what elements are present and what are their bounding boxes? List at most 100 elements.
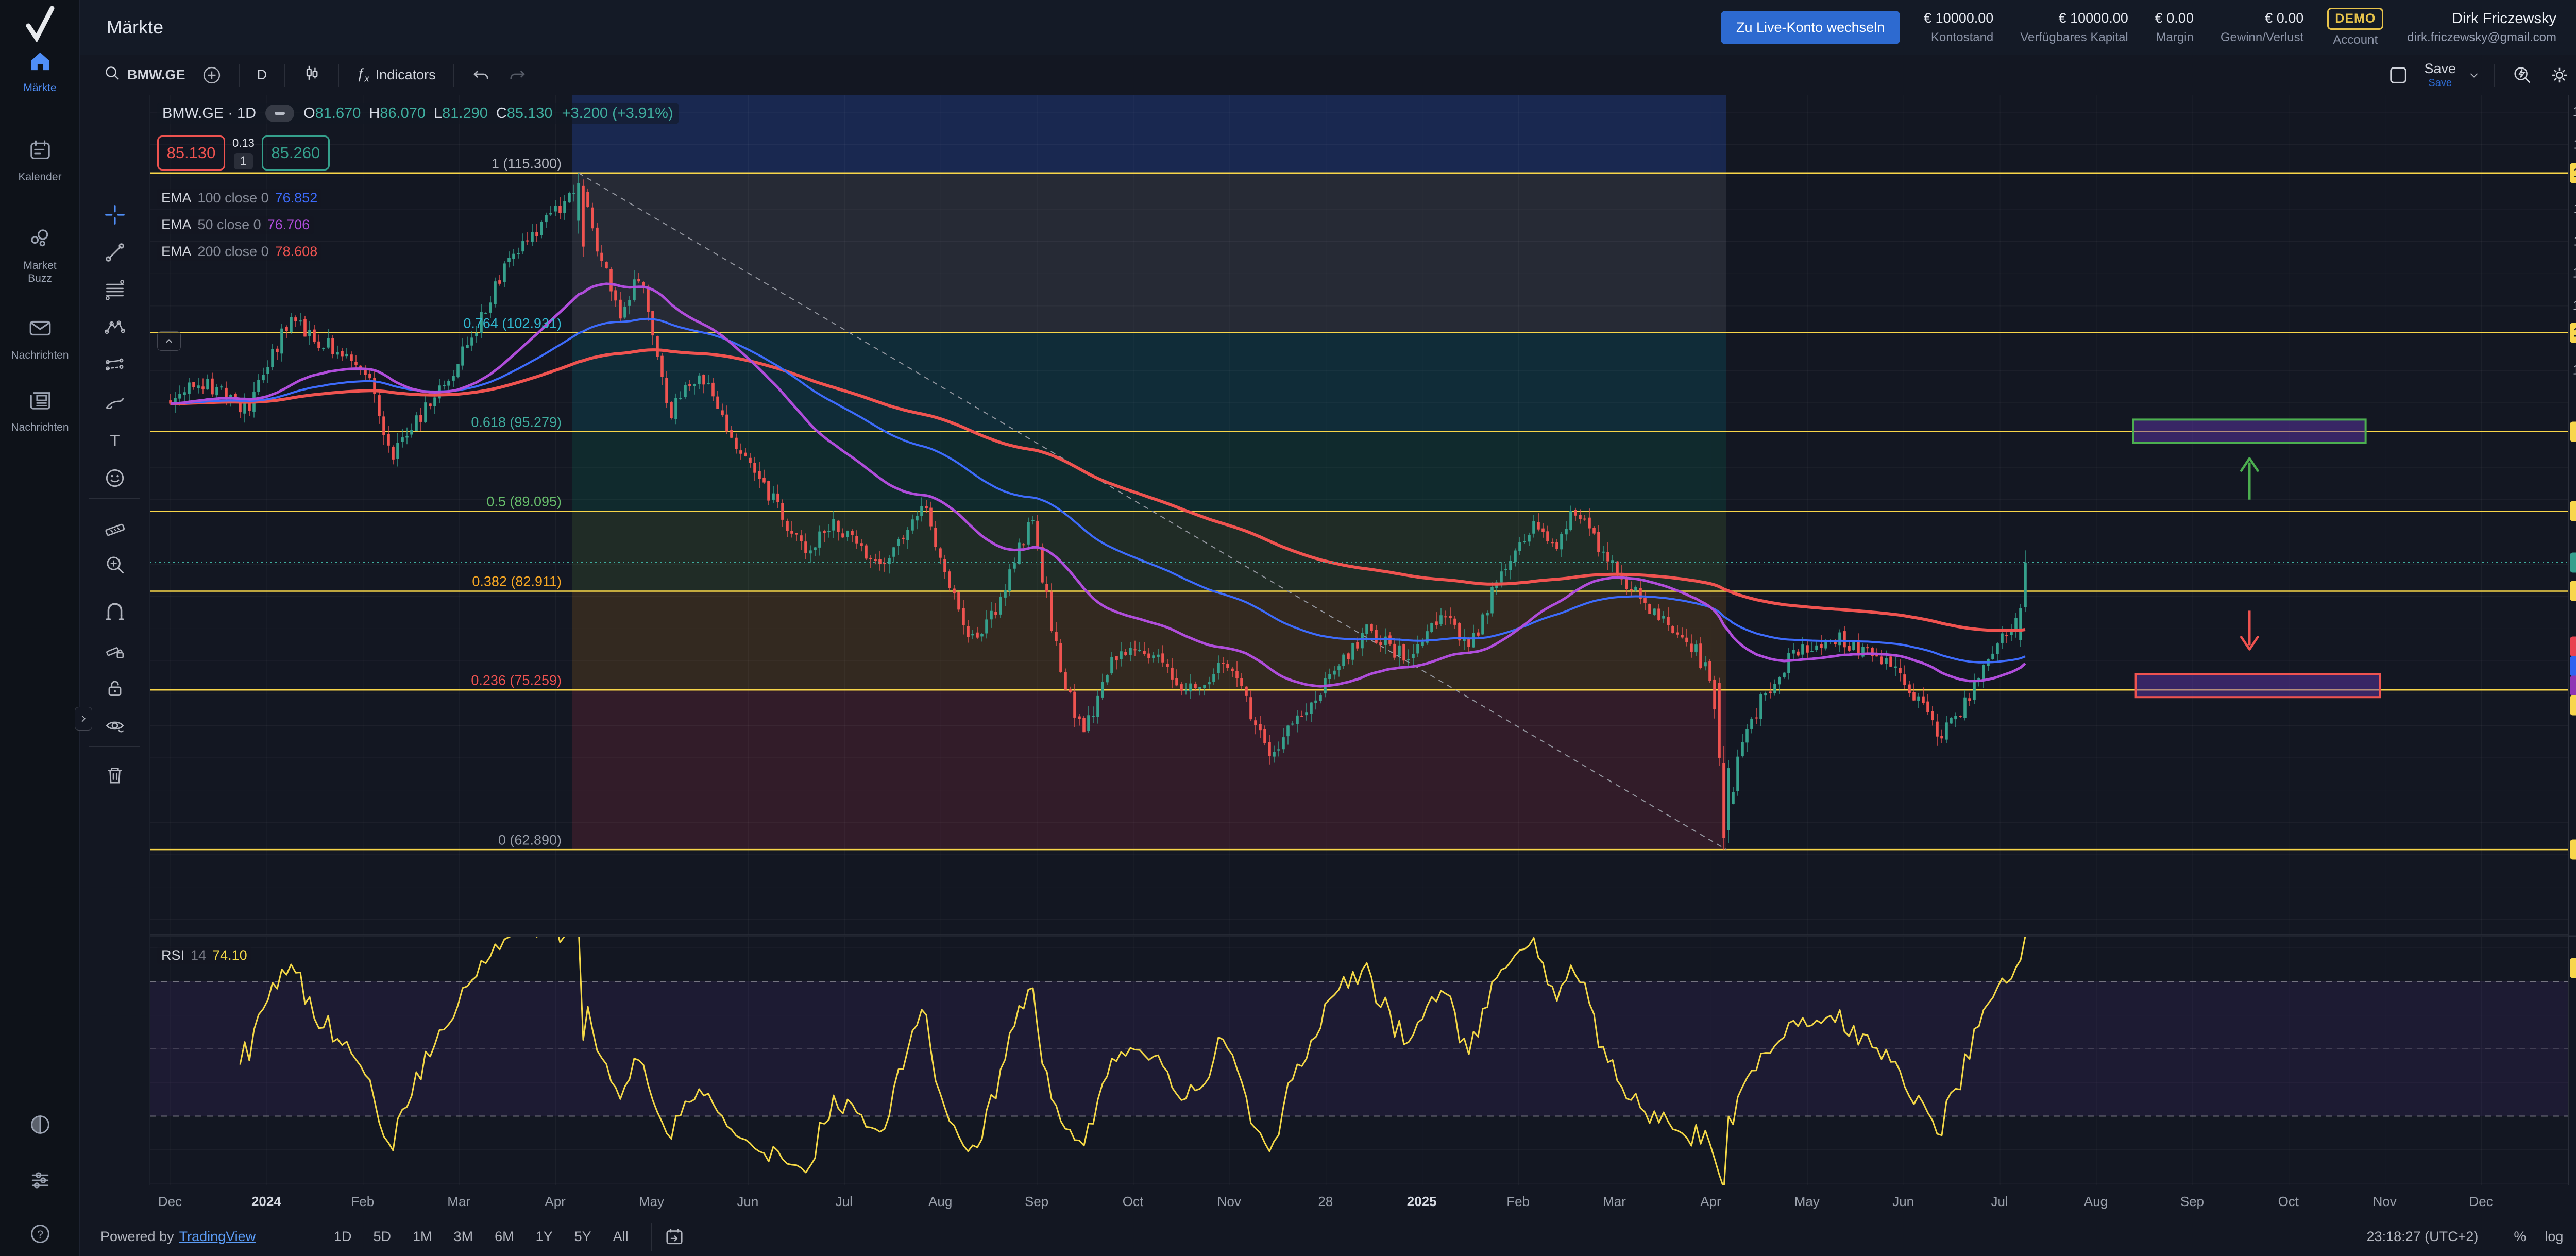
emoji-tool[interactable] (104, 467, 126, 492)
rsi-badge[interactable]: 74.10 (2570, 958, 2576, 978)
account-stat: € 0.00 Gewinn/Verlust (2220, 10, 2304, 44)
price-badge-75.259[interactable]: 75.259 (2570, 695, 2576, 716)
redo-button[interactable] (499, 65, 535, 85)
brush-tool[interactable] (104, 392, 126, 417)
supply-zone-rect[interactable] (2132, 418, 2367, 444)
price-badge-89.095[interactable]: 89.095 (2570, 501, 2576, 521)
add-symbol-button[interactable] (194, 65, 230, 85)
price-badge-78.608[interactable]: 78.608 (2570, 636, 2576, 657)
symbol-name: BMW.GE (127, 67, 185, 82)
range-button-5D[interactable]: 5D (373, 1229, 392, 1244)
time-label: 2024 (251, 1194, 281, 1209)
price-tick: 107.500 (2573, 266, 2576, 281)
price-badge-115.300[interactable]: 115.300 (2570, 163, 2576, 183)
range-button-All[interactable]: All (613, 1229, 629, 1244)
trash-tool[interactable] (104, 764, 126, 789)
crosshair-tool[interactable] (104, 203, 126, 229)
home-icon (28, 49, 53, 76)
range-button-5Y[interactable]: 5Y (574, 1229, 591, 1244)
mail-icon (27, 315, 53, 344)
legend-symbol[interactable]: BMW.GE · 1D (162, 105, 257, 122)
sidebar-item-nachrichten[interactable]: Nachrichten (0, 315, 80, 362)
legend-visibility-pill[interactable] (265, 105, 295, 122)
lock-tool[interactable] (104, 677, 126, 703)
time-label: Sep (2180, 1194, 2205, 1209)
price-badge-76.706[interactable]: 76.706 (2570, 675, 2576, 696)
goto-date-button[interactable] (651, 1222, 685, 1251)
rsi-legend[interactable]: RSI 14 74.10 (157, 946, 251, 964)
ohlc-value: L81.290 (434, 105, 488, 122)
app-logo[interactable] (0, 5, 80, 46)
indicator-legend-ema200[interactable]: EMA 200 close 0 78.608 (157, 243, 322, 261)
range-button-3M[interactable]: 3M (453, 1229, 473, 1244)
sidebar-item-märkte[interactable]: Märkte (0, 49, 80, 94)
ruler-tool[interactable] (104, 516, 126, 541)
scale-button-log[interactable]: log (2545, 1229, 2564, 1244)
help-icon[interactable]: ? (0, 1222, 80, 1246)
range-button-1M[interactable]: 1M (413, 1229, 432, 1244)
time-label: Dec (158, 1194, 182, 1209)
quick-search-icon[interactable] (2504, 65, 2541, 86)
fib-band (572, 173, 1726, 333)
save-button[interactable]: Save Save (2424, 61, 2456, 89)
sidebar-item-nachrichten[interactable]: Nachrichten (0, 387, 80, 434)
price-axis[interactable]: 120.000117.500115.000112.500110.000107.5… (2568, 95, 2576, 1217)
price-badge-102.931[interactable]: 102.931 (2570, 323, 2576, 343)
theme-toggle-icon[interactable] (0, 1113, 80, 1136)
chart-plot-area[interactable]: BMW.GE · 1D O81.670 H86.070 L81.290 C85.130… (75, 95, 2569, 1217)
price-badge-85.130[interactable]: 85.130 (2570, 552, 2576, 573)
range-button-1Y[interactable]: 1Y (535, 1229, 553, 1244)
edit-lock-tool[interactable] (104, 640, 126, 665)
switch-to-live-button[interactable]: Zu Live-Konto wechseln (1720, 10, 1901, 44)
interval-button[interactable]: D (257, 67, 267, 82)
symbol-search[interactable]: BMW.GE (95, 64, 194, 86)
legend-collapse-button[interactable] (157, 331, 181, 351)
account-type: DEMO Account (2327, 7, 2384, 47)
projection-tool[interactable] (104, 354, 126, 379)
ema-200-line[interactable] (170, 348, 2026, 632)
indicators-button[interactable]: ƒx Indicators (357, 65, 436, 84)
arrow-down-icon[interactable] (2240, 636, 2259, 651)
watchlist-expand-handle[interactable] (75, 707, 92, 731)
pane-separator[interactable] (150, 935, 2569, 937)
range-button-1D[interactable]: 1D (334, 1229, 352, 1244)
trendline-tool[interactable] (104, 241, 126, 266)
zoom-in-tool[interactable] (104, 553, 126, 579)
account-stat: € 10000.00 Kontostand (1924, 10, 1994, 44)
indicator-legend-ema100[interactable]: EMA 100 close 0 76.852 (157, 189, 322, 207)
price-badge-62.890[interactable]: 62.890 (2570, 839, 2576, 860)
price-badge-82.911[interactable]: 82.911 (2570, 581, 2576, 601)
demand-zone-rect[interactable] (2134, 673, 2381, 699)
ema-50-line[interactable] (170, 282, 2026, 688)
fib-band (572, 431, 1726, 512)
ema-100-line[interactable] (170, 317, 2026, 664)
rsi-band (150, 981, 2569, 1116)
sell-button[interactable]: 85.130 (157, 135, 225, 171)
save-menu-chevron[interactable] (2463, 67, 2485, 83)
xabcd-pattern-tool[interactable] (104, 316, 126, 342)
price-tick: 120.000 (2573, 105, 2576, 120)
fib-trendline[interactable] (578, 172, 1727, 851)
eye-tool[interactable] (104, 715, 126, 740)
quantity-stepper[interactable]: 1 (233, 153, 253, 169)
undo-button[interactable] (463, 65, 499, 85)
fib-level-label: 0.5 (89.095) (486, 494, 562, 510)
sidebar-item-kalender[interactable]: Kalender (0, 138, 80, 183)
fib-retracement-tool[interactable] (104, 279, 126, 304)
time-axis[interactable]: Dec 2024 Feb Mar Apr May Jun Jul Aug Sep Oct Nov 28 2… (149, 1185, 2576, 1217)
range-button-6M[interactable]: 6M (495, 1229, 514, 1244)
text-tool[interactable]: T (104, 429, 126, 454)
buy-button[interactable]: 85.260 (261, 135, 330, 171)
settings-gear-icon[interactable] (2541, 65, 2576, 86)
preferences-icon[interactable] (0, 1168, 80, 1192)
scale-button-%[interactable]: % (2514, 1229, 2527, 1244)
tradingview-link[interactable]: TradingView (179, 1229, 256, 1244)
price-badge-95.279[interactable]: 95.279 (2570, 421, 2576, 442)
arrow-up-icon[interactable] (2240, 457, 2259, 472)
indicator-legend-ema50[interactable]: EMA 50 close 0 76.706 (157, 216, 314, 234)
chart-style-button[interactable] (294, 64, 329, 86)
magnet-tool[interactable] (104, 602, 126, 627)
price-badge-76.852[interactable]: 76.852 (2570, 656, 2576, 676)
sidebar-item-market-buzz[interactable]: Market Buzz (0, 227, 80, 285)
layout-button[interactable] (2380, 65, 2417, 86)
